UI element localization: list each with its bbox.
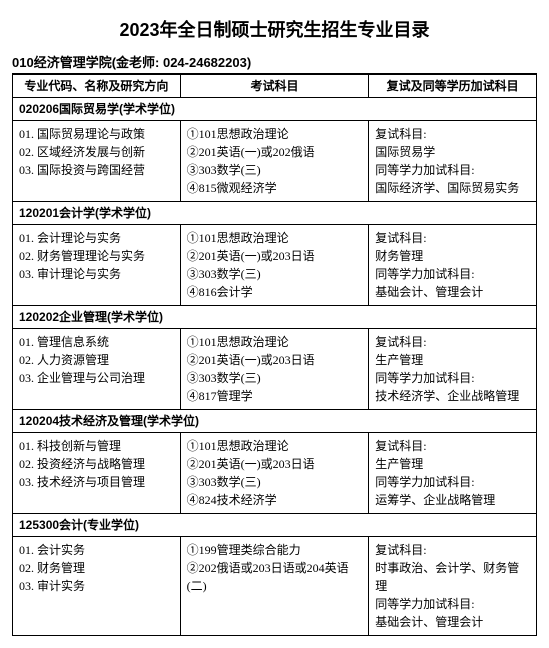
- exams-cell: ①101思想政治理论 ②201英语(一)或202俄语 ③303数学(三) ④81…: [180, 121, 369, 202]
- retest-cell: 复试科目: 国际贸易学 同等学力加试科目: 国际经济学、国际贸易实务: [369, 121, 537, 202]
- section-header-row: 120204技术经济及管理(学术学位): [13, 410, 537, 433]
- directions-cell: 01. 管理信息系统 02. 人力资源管理 03. 企业管理与公司治理: [13, 329, 181, 410]
- header-retest: 复试及同等学历加试科目: [369, 75, 537, 98]
- header-exam: 考试科目: [180, 75, 369, 98]
- section-body-row: 01. 会计实务 02. 财务管理 03. 审计实务①199管理类综合能力 ②2…: [13, 537, 537, 636]
- section-body-row: 01. 国际贸易理论与政策 02. 区域经济发展与创新 03. 国际投资与跨国经…: [13, 121, 537, 202]
- section-code: 120204技术经济及管理(学术学位): [13, 410, 537, 433]
- retest-cell: 复试科目: 生产管理 同等学力加试科目: 运筹学、企业战略管理: [369, 433, 537, 514]
- dept-subtitle: 010经济管理学院(金老师: 024-24682203): [12, 52, 537, 74]
- page-title: 2023年全日制硕士研究生招生专业目录: [12, 16, 537, 42]
- retest-cell: 复试科目: 生产管理 同等学力加试科目: 技术经济学、企业战略管理: [369, 329, 537, 410]
- catalog-table: 专业代码、名称及研究方向 考试科目 复试及同等学历加试科目 020206国际贸易…: [12, 74, 537, 636]
- section-header-row: 120201会计学(学术学位): [13, 202, 537, 225]
- section-body-row: 01. 会计理论与实务 02. 财务管理理论与实务 03. 审计理论与实务①10…: [13, 225, 537, 306]
- exams-cell: ①101思想政治理论 ②201英语(一)或203日语 ③303数学(三) ④82…: [180, 433, 369, 514]
- section-code: 120202企业管理(学术学位): [13, 306, 537, 329]
- section-header-row: 020206国际贸易学(学术学位): [13, 98, 537, 121]
- section-code: 125300会计(专业学位): [13, 514, 537, 537]
- retest-cell: 复试科目: 财务管理 同等学力加试科目: 基础会计、管理会计: [369, 225, 537, 306]
- section-code: 020206国际贸易学(学术学位): [13, 98, 537, 121]
- exams-cell: ①101思想政治理论 ②201英语(一)或203日语 ③303数学(三) ④81…: [180, 329, 369, 410]
- section-code: 120201会计学(学术学位): [13, 202, 537, 225]
- exams-cell: ①199管理类综合能力 ②202俄语或203日语或204英语(二): [180, 537, 369, 636]
- directions-cell: 01. 会计理论与实务 02. 财务管理理论与实务 03. 审计理论与实务: [13, 225, 181, 306]
- directions-cell: 01. 国际贸易理论与政策 02. 区域经济发展与创新 03. 国际投资与跨国经…: [13, 121, 181, 202]
- directions-cell: 01. 会计实务 02. 财务管理 03. 审计实务: [13, 537, 181, 636]
- exams-cell: ①101思想政治理论 ②201英语(一)或203日语 ③303数学(三) ④81…: [180, 225, 369, 306]
- section-header-row: 125300会计(专业学位): [13, 514, 537, 537]
- retest-cell: 复试科目: 时事政治、会计学、财务管理 同等学力加试科目: 基础会计、管理会计: [369, 537, 537, 636]
- directions-cell: 01. 科技创新与管理 02. 投资经济与战略管理 03. 技术经济与项目管理: [13, 433, 181, 514]
- section-header-row: 120202企业管理(学术学位): [13, 306, 537, 329]
- header-major: 专业代码、名称及研究方向: [13, 75, 181, 98]
- section-body-row: 01. 科技创新与管理 02. 投资经济与战略管理 03. 技术经济与项目管理①…: [13, 433, 537, 514]
- table-header-row: 专业代码、名称及研究方向 考试科目 复试及同等学历加试科目: [13, 75, 537, 98]
- section-body-row: 01. 管理信息系统 02. 人力资源管理 03. 企业管理与公司治理①101思…: [13, 329, 537, 410]
